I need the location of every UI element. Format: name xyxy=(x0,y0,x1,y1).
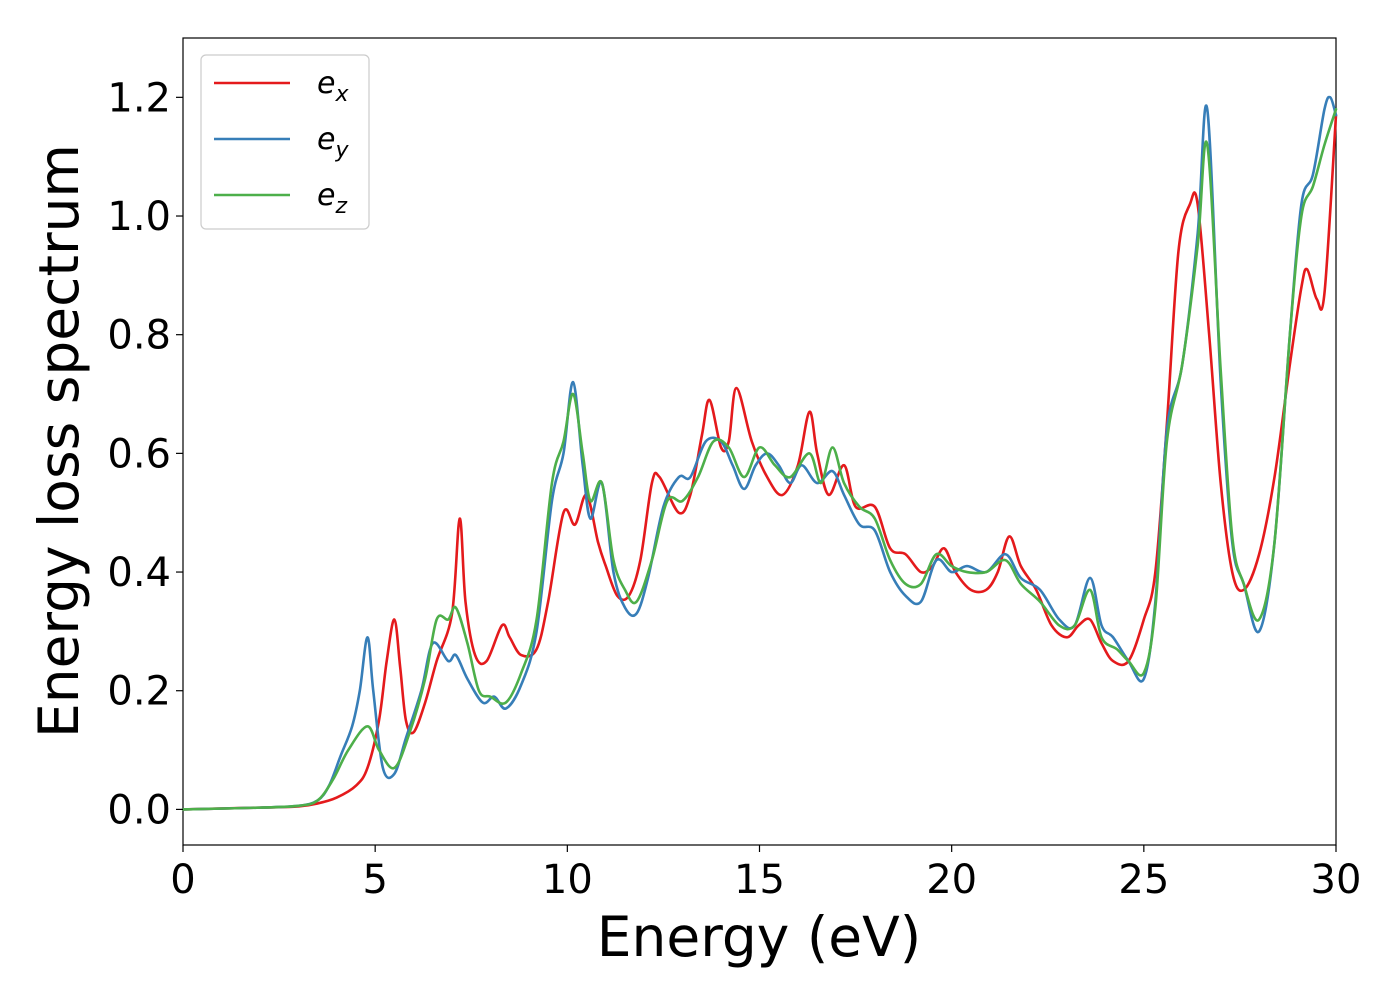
plot-area xyxy=(181,37,1338,846)
x-tick-label: 10 xyxy=(542,857,593,903)
y-tick-label: 0.0 xyxy=(107,787,171,833)
x-axis-label: Energy (eV) xyxy=(597,905,921,969)
y-axis-label: Energy loss spectrum xyxy=(27,144,91,738)
y-tick-label: 0.6 xyxy=(107,431,171,477)
y-tick-label: 1.0 xyxy=(107,194,171,240)
x-tick-label: 5 xyxy=(362,857,387,903)
x-tick-label: 15 xyxy=(734,857,785,903)
series-line-ex xyxy=(181,113,1338,811)
y-tick-label: 0.2 xyxy=(107,669,171,715)
x-tick-label: 25 xyxy=(1118,857,1169,903)
y-axis: 0.0 0.2 0.4 0.6 0.8 1.0 1.2 xyxy=(107,75,183,833)
x-tick-label: 20 xyxy=(926,857,977,903)
x-tick-label: 0 xyxy=(170,857,195,903)
legend-label-ey: ey xyxy=(317,122,349,163)
y-tick-label: 1.2 xyxy=(107,75,171,121)
series-line-ey xyxy=(181,95,1338,811)
x-axis: 0 5 10 15 20 25 30 xyxy=(170,845,1361,903)
legend: ex ey ez xyxy=(200,54,370,230)
y-tick-label: 0.8 xyxy=(107,313,171,359)
legend-label-ez: ez xyxy=(317,178,347,219)
y-tick-label: 0.4 xyxy=(107,550,171,596)
legend-label-ex: ex xyxy=(317,66,349,107)
series-line-ez xyxy=(181,107,1338,811)
x-tick-label: 30 xyxy=(1311,857,1362,903)
series-layer xyxy=(181,95,1338,811)
legend-box xyxy=(200,54,370,230)
